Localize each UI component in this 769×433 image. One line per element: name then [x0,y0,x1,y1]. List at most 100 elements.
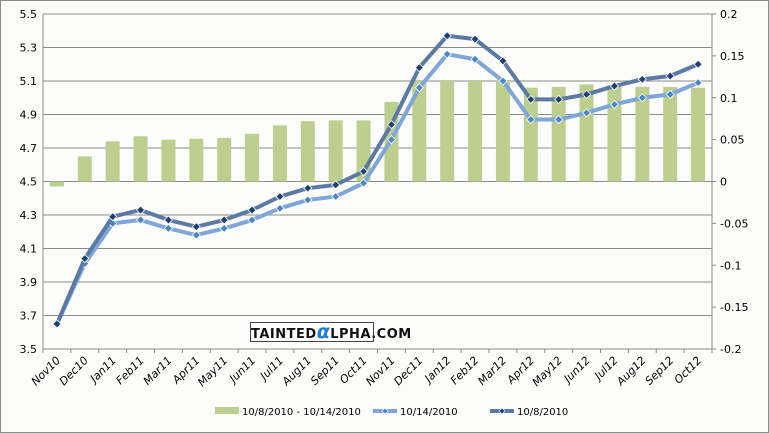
data-point [331,180,341,190]
data-point [219,223,229,233]
data-point [108,212,118,222]
x-tick-label: Jan11 [86,354,119,387]
bar-Jan12 [440,81,455,182]
x-tick-label: Sep11 [308,354,342,388]
data-point [331,192,341,202]
watermark-text-suffix: LPHA.COM [330,327,412,342]
right-tick-label: 0.1 [720,92,738,105]
left-tick-label: 3.9 [20,276,38,289]
right-tick-label: -0.05 [720,217,748,230]
watermark-alpha: α [316,321,331,343]
data-point [693,78,703,88]
x-tick-label: Dec11 [391,354,425,388]
left-tick-label: 4.9 [20,109,38,122]
x-tick-label: Feb12 [448,354,481,387]
data-point [498,56,508,66]
bar-Mar12 [495,81,510,182]
left-tick-label: 3.7 [20,310,38,323]
bar-Oct12 [691,87,706,182]
data-point [191,222,201,232]
x-tick-label: Feb11 [113,354,146,387]
data-point [581,89,592,99]
bar-Jan11 [105,141,120,182]
right-tick-label: -0.15 [720,301,748,314]
left-tick-label: 5.1 [20,75,38,88]
data-point [386,119,397,130]
right-tick-label: 0.05 [720,134,745,147]
x-tick-label: Jan12 [421,354,454,387]
data-point [303,183,313,193]
data-point [358,178,369,188]
data-point [163,215,174,225]
legend-label: 10/8/2010 [517,407,568,418]
bar-Aug12 [635,86,650,182]
data-point [526,94,536,104]
left-tick-label: 4.7 [20,142,38,155]
legend-label: 10/8/2010 - 10/14/2010 [242,407,361,418]
data-point [470,34,480,44]
line-series-10/14/2010 [55,52,699,325]
x-tick-label: Dec10 [57,354,91,388]
bar-Sep12 [663,86,678,182]
data-point [693,59,703,69]
data-point [637,74,647,84]
data-point [609,81,620,91]
line-series-10/8/2010 [55,33,699,325]
bar-Apr12 [523,87,538,182]
left-tick-label: 3.5 [20,343,38,356]
data-point [52,319,62,329]
data-point [247,205,257,215]
bar-Feb12 [468,81,483,182]
data-point [163,223,174,233]
data-point [358,166,369,177]
bar-Nov10 [49,181,64,187]
bar-Dec10 [77,156,92,182]
left-tick-label: 4.3 [20,209,38,222]
data-point [219,215,229,225]
data-point [80,253,90,264]
legend-marker [498,407,506,415]
bar-May11 [217,137,232,182]
bar-Dec11 [412,81,427,182]
x-tick-label: Jun12 [560,354,593,387]
bar-Jul11 [272,125,287,182]
bar-Feb11 [133,136,148,182]
data-point [442,49,452,59]
right-tick-label: -0.1 [720,259,741,272]
bar-Jun11 [245,133,260,182]
bar-Jun12 [579,84,594,182]
right-tick-label: 0.15 [720,50,745,63]
bar-Mar11 [161,139,176,182]
data-point [665,71,675,81]
x-tick-label: Nov11 [363,354,397,388]
data-point [637,93,647,103]
x-tick-label: May12 [530,354,565,389]
right-tick-label: -0.2 [720,343,741,356]
x-tick-label: Mar12 [475,354,509,388]
data-point [554,114,564,125]
data-point [303,195,313,205]
right-tick-label: 0 [720,176,727,189]
data-point [135,205,146,215]
data-point [498,76,508,86]
bar-Aug11 [300,121,315,182]
left-tick-label: 5.5 [20,8,38,21]
watermark-text: TAINTED [251,327,317,342]
data-point [526,114,536,125]
data-point [414,63,424,73]
legend-label: 10/14/2010 [400,407,458,418]
bar-Jul12 [607,85,622,182]
x-tick-label: Jun11 [226,354,259,387]
data-point [247,215,257,225]
right-tick-label: 0.2 [720,8,738,21]
data-point [554,94,564,104]
bar-May12 [551,86,566,182]
data-point [581,108,592,118]
x-tick-label: Mar11 [141,354,175,388]
x-tick-label: Sep12 [643,354,677,388]
left-tick-label: 5.3 [20,42,38,55]
bar-Sep11 [328,120,343,182]
data-point [386,135,397,145]
